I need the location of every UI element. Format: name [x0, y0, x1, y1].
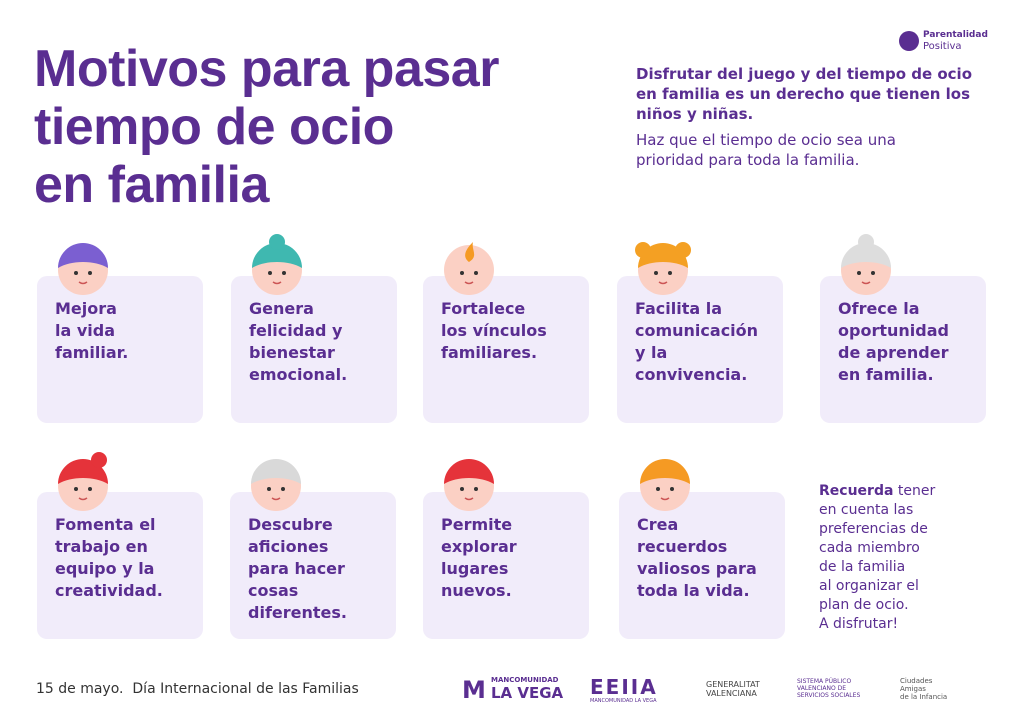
reminder-line: en cuenta las — [819, 502, 914, 518]
logo-servicios: SERVICIOS SOCIALES — [797, 692, 861, 699]
logo-generalitat: GENERALITAT — [706, 680, 760, 689]
face-icon — [841, 234, 891, 295]
card: Fortalece los vínculos familiares. — [423, 276, 589, 423]
card-text: Permite — [441, 515, 513, 534]
card-text: explorar — [441, 537, 517, 556]
card-text: Fomenta el — [55, 515, 156, 534]
card-text: convivencia. — [635, 365, 748, 384]
face-icon — [251, 459, 301, 511]
logo-generalitat: VALENCIANA — [706, 689, 757, 698]
card: Genera felicidad y bienestar emocional. — [231, 276, 397, 423]
brand-line1: Parentalidad — [923, 30, 988, 40]
card: Descubre aficiones para hacer cosas diferent… — [230, 492, 396, 639]
logo-servicios: SISTEMA PÚBLICO — [797, 678, 852, 685]
card: Fomenta el trabajo en equipo y la creativid… — [37, 492, 203, 639]
card-text: toda la vida. — [637, 581, 750, 600]
card-text: trabajo en — [55, 537, 148, 556]
intro-bold: Disfrutar del juego y del tiempo de ocio — [636, 65, 972, 83]
title-line: en familia — [34, 156, 269, 214]
card-text: equipo y la — [55, 559, 155, 578]
logo-servicios: VALENCIANO DE — [797, 685, 847, 692]
face-icon — [635, 242, 691, 295]
reminder-first: Recuerda tener — [819, 482, 935, 501]
card-text: familiares. — [441, 343, 538, 362]
reminder-bold: Recuerda — [819, 483, 894, 499]
card-text: de aprender — [838, 343, 949, 362]
face-icon — [444, 242, 494, 295]
reminder-line: A disfrutar! — [819, 616, 899, 632]
card-text: emocional. — [249, 365, 348, 384]
card-text: bienestar — [249, 343, 335, 362]
logo-eeiia: EEIIA — [590, 675, 658, 699]
intro-bold: en familia es un derecho que tienen los — [636, 85, 971, 103]
brand-line2: Positiva — [923, 41, 962, 52]
card-text: Mejora — [55, 299, 117, 318]
logo-ciudades: Amigas — [900, 685, 926, 693]
card-text: creatividad. — [55, 581, 163, 600]
card-text: familiar. — [55, 343, 129, 362]
footer: 15 de mayo. Día Internacional de las Fam… — [36, 681, 359, 697]
card-text: oportunidad — [838, 321, 949, 340]
card-text: Descubre — [248, 515, 333, 534]
card-text: Fortalece — [441, 299, 526, 318]
card: Ofrece la oportunidad de aprender en famili… — [820, 276, 986, 423]
card-text: Genera — [249, 299, 314, 318]
footer-event: Día Internacional de las Familias — [132, 681, 359, 697]
reminder-text: tener — [893, 483, 936, 499]
intro-text: Haz que el tiempo de ocio sea una — [636, 131, 896, 149]
reminder-line: al organizar el — [819, 578, 919, 594]
card: Facilita la comunicación y la convivencia. — [617, 276, 783, 423]
card-text: felicidad y — [249, 321, 343, 340]
card: Permite explorar lugares nuevos. — [423, 492, 589, 639]
title-line: tiempo de ocio — [34, 98, 394, 156]
logo-mancomunidad-top: MANCOMUNIDAD — [491, 676, 559, 684]
face-icon — [252, 234, 302, 295]
reminder-line: cada miembro — [819, 540, 920, 556]
card-text: en familia. — [838, 365, 934, 384]
card-text: Crea — [637, 515, 679, 534]
logo-ciudades: de la Infancia — [900, 693, 948, 701]
footer-date: 15 de mayo. — [36, 681, 124, 697]
card-text: cosas — [248, 581, 299, 600]
card-text: y la — [635, 343, 668, 362]
intro-text: prioridad para toda la familia. — [636, 151, 860, 169]
face-icon — [58, 243, 108, 295]
reminder-line: plan de ocio. — [819, 597, 909, 613]
face-icon — [58, 452, 108, 511]
card-text: valiosos para — [637, 559, 757, 578]
logo-m: M — [462, 676, 486, 704]
card-text: aficiones — [248, 537, 329, 556]
card-text: comunicación — [635, 321, 759, 340]
card-text: Ofrece la — [838, 299, 920, 318]
title-line: Motivos para pasar — [34, 40, 499, 98]
face-icon — [444, 459, 494, 511]
card-text: Facilita la — [635, 299, 723, 318]
intro-bold: niños y niñas. — [636, 105, 754, 123]
card-text: lugares — [441, 559, 509, 578]
card-text: nuevos. — [441, 581, 512, 600]
logo-ciudades: Ciudades — [900, 677, 933, 685]
logo-eeiia-sub: MANCOMUNIDAD LA VEGA — [590, 698, 657, 704]
card-text: los vínculos — [441, 321, 547, 340]
reminder-line: de la familia — [819, 559, 906, 575]
card-text: diferentes. — [248, 603, 347, 622]
card-text: recuerdos — [637, 537, 728, 556]
card-text: para hacer — [248, 559, 345, 578]
brand-icon — [899, 31, 919, 51]
logo-mancomunidad-bottom: LA VEGA — [491, 684, 564, 702]
card: Crea recuerdos valiosos para toda la vida. — [619, 492, 785, 639]
card: Mejora la vida familiar. — [37, 276, 203, 423]
reminder-line: preferencias de — [819, 521, 928, 537]
face-icon — [640, 459, 690, 511]
card-text: la vida — [55, 321, 116, 340]
